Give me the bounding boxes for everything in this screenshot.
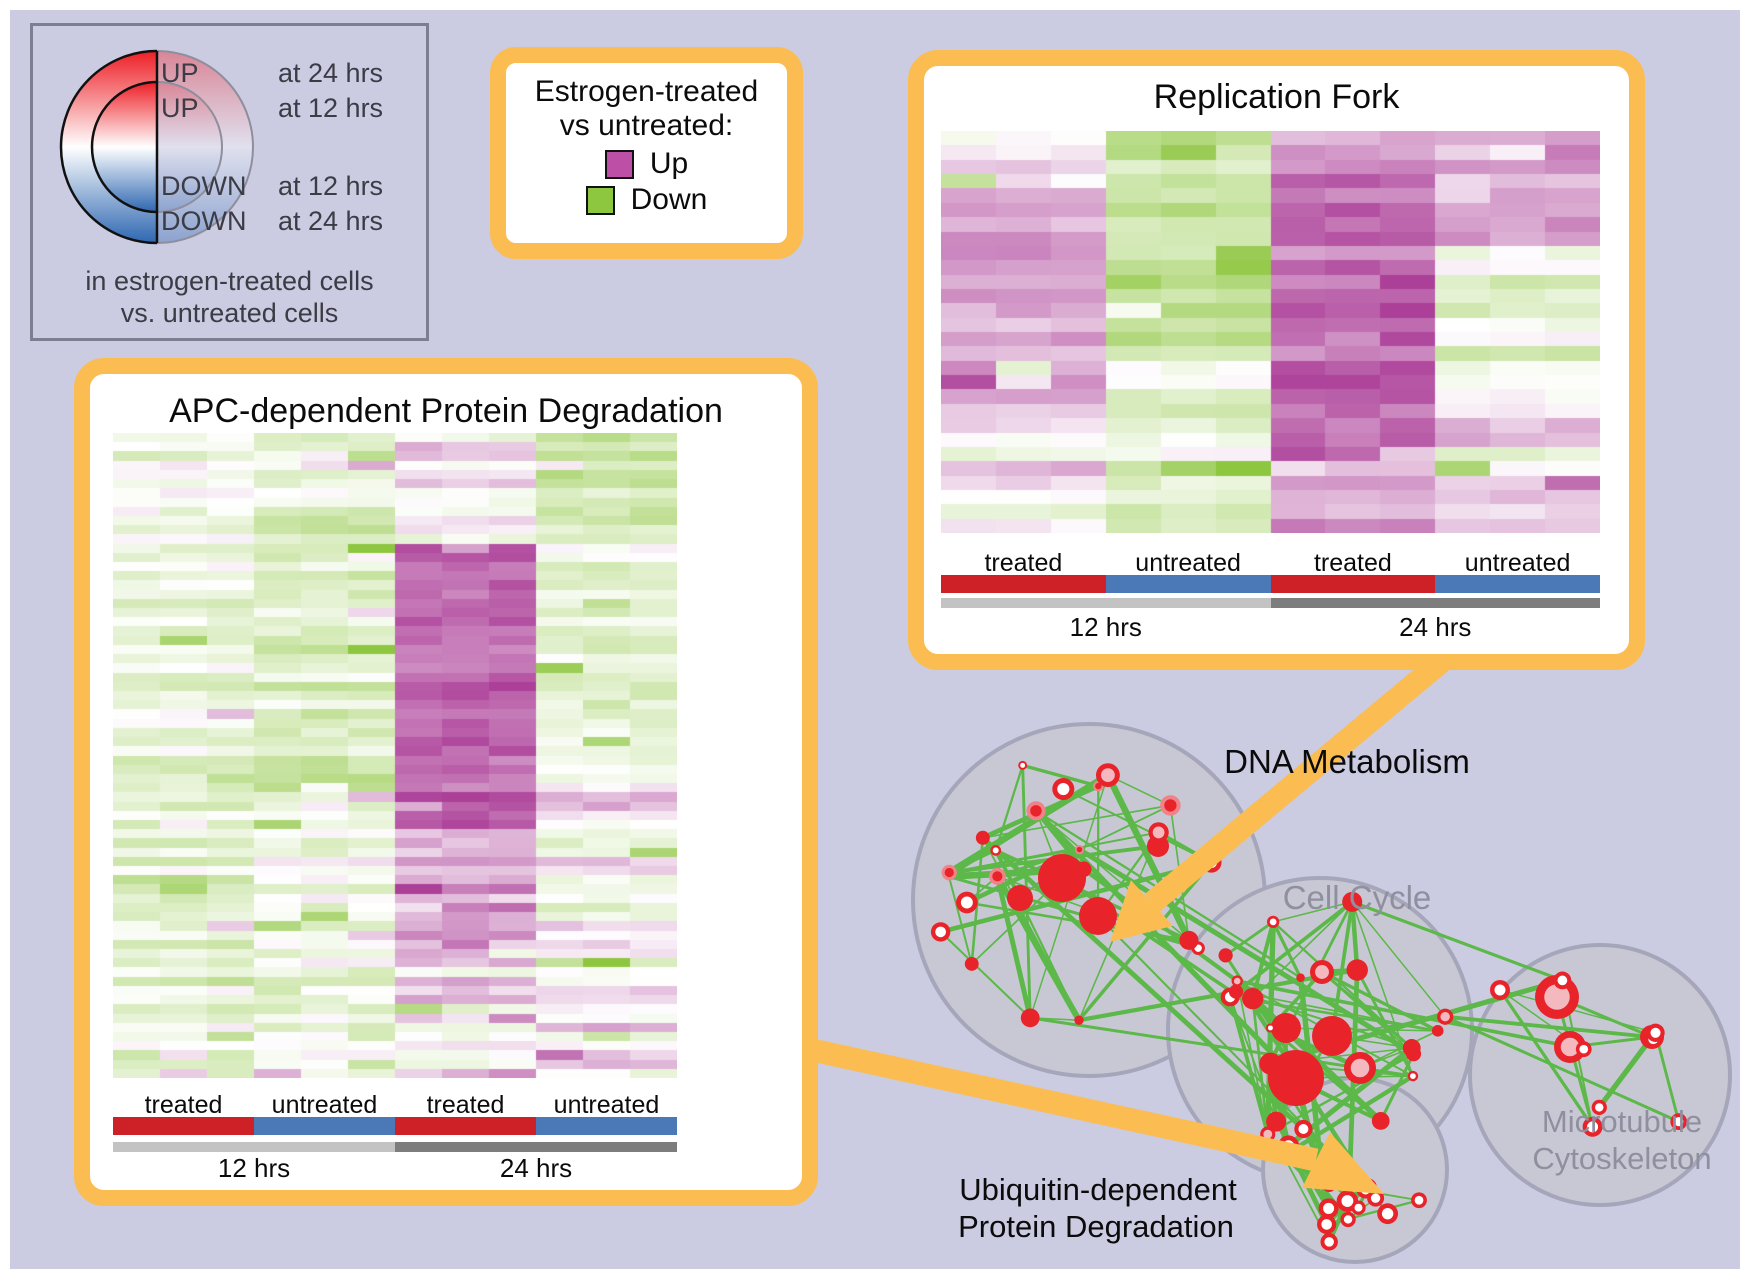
circle-legend-time-0: at 24 hrs [278, 58, 384, 88]
apc-panel-title: APC-dependent Protein Degradation [169, 392, 723, 430]
treatment-bar-segment [1105, 575, 1271, 593]
down-label: Down [630, 183, 708, 216]
apc-group-label: untreated [553, 1091, 660, 1119]
circle-legend-footer-line2: vs. untreated cells [120, 298, 339, 328]
rf-group-label: untreated [1135, 549, 1241, 577]
pathway-arrows [809, 647, 1456, 1194]
network-label-0: DNA Metabolism [1224, 743, 1470, 780]
apc-treatment-colorbar [113, 1117, 677, 1135]
circle-legend-direction-2: DOWN [161, 171, 247, 201]
apc-24hrs-label: 24 hrs [499, 1153, 573, 1183]
rf-group-labels: treated untreated treated untreated [941, 551, 1600, 576]
legend-item-down: Down [585, 183, 708, 216]
time-bar-segment [395, 1142, 677, 1152]
rf-time-bar [941, 598, 1600, 608]
circle-legend-box: UP at 24 hrs UP at 12 hrs DOWN at 12 hrs DOWN a… [30, 23, 429, 341]
rf-time-labels: 12 hrs 24 hrs [941, 614, 1600, 640]
network-label-2: Microtubule [1541, 1104, 1703, 1139]
rf-12hrs-label: 12 hrs [1069, 612, 1142, 642]
circle-legend-footer-line1: in estrogen-treated cells [85, 266, 374, 296]
apc-group-label: treated [426, 1091, 505, 1119]
apc-group-label: treated [144, 1091, 223, 1119]
down-swatch-icon [585, 185, 615, 215]
treatment-bar-segment [536, 1117, 677, 1135]
treatment-bar-segment [113, 1117, 254, 1135]
time-bar-segment [1270, 598, 1600, 608]
apc-time-bar [113, 1142, 677, 1152]
replication-fork-panel: Replication Fork treated untreated treat… [908, 50, 1645, 670]
up-swatch-icon [604, 149, 634, 179]
circle-legend-time-2: at 12 hrs [278, 171, 384, 201]
circle-legend-time-1: at 12 hrs [278, 93, 384, 123]
updown-rings-icon [59, 49, 255, 245]
rf-24hrs-label: 24 hrs [1399, 612, 1472, 642]
rf-treatment-colorbar [941, 575, 1600, 593]
updown-legend-title-line1: Estrogen-treated [534, 75, 759, 108]
replication-fork-heatmap [941, 131, 1600, 533]
updown-legend-box: Estrogen-treated vs untreated: Up Down [490, 47, 803, 259]
treatment-bar-segment [941, 575, 1106, 593]
time-bar-segment [113, 1142, 395, 1152]
rf-group-label: treated [1313, 549, 1392, 577]
circle-legend-direction-3: DOWN [161, 206, 247, 236]
network-label-1: Cell Cycle [1282, 879, 1432, 916]
circle-legend-direction-0: UP [161, 58, 199, 88]
circle-legend-direction-1: UP [161, 93, 199, 123]
circle-legend-time-3: at 24 hrs [278, 206, 384, 236]
treatment-bar-segment [395, 1117, 536, 1135]
apc-group-label: untreated [271, 1091, 378, 1119]
apc-group-labels: treated untreated treated untreated [113, 1093, 677, 1118]
rf-group-label: untreated [1464, 549, 1571, 577]
treatment-bar-segment [254, 1117, 395, 1135]
up-label: Up [649, 147, 689, 180]
rf-group-label: treated [984, 549, 1063, 577]
apc-degradation-panel: APC-dependent Protein Degradation treate… [74, 358, 818, 1206]
network-label-3: Cytoskeleton [1532, 1141, 1712, 1176]
apc-time-labels: 12 hrs 24 hrs [113, 1155, 677, 1181]
legend-item-up: Up [604, 147, 689, 180]
treatment-bar-segment [1270, 575, 1436, 593]
network-label-4: Ubiquitin-dependent [959, 1172, 1237, 1207]
apc-12hrs-label: 12 hrs [217, 1153, 291, 1183]
treatment-bar-segment [1435, 575, 1600, 593]
network-label-5: Protein Degradation [958, 1209, 1234, 1244]
updown-legend-title-line2: vs untreated: [559, 109, 734, 142]
time-bar-segment [941, 598, 1271, 608]
replication-fork-title: Replication Fork [1153, 78, 1400, 116]
apc-heatmap [113, 433, 677, 1078]
